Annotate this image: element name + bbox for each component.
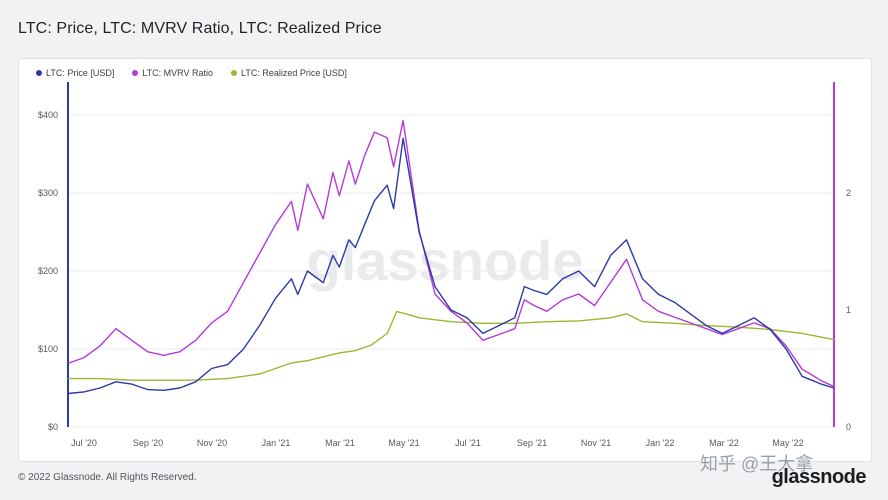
x-tick-label: Jul '21 xyxy=(455,438,481,448)
legend-label-mvrv: LTC: MVRV Ratio xyxy=(142,68,214,78)
x-tick-label: Sep '20 xyxy=(133,438,163,448)
x-tick-label: May '21 xyxy=(388,438,419,448)
chart-legend: LTC: Price [USD] LTC: MVRV Ratio LTC: Re… xyxy=(36,68,347,78)
x-tick-label: Mar '21 xyxy=(325,438,355,448)
legend-label-realized: LTC: Realized Price [USD] xyxy=(241,68,347,78)
x-tick-label: Sep '21 xyxy=(517,438,547,448)
legend-dot-realized xyxy=(231,70,238,76)
y-right-tick-label: 2 xyxy=(846,188,851,198)
x-tick-label: May '22 xyxy=(772,438,803,448)
y-left-tick-label: $200 xyxy=(38,266,58,276)
chart-title: LTC: Price, LTC: MVRV Ratio, LTC: Realiz… xyxy=(18,20,382,37)
y-left-tick-label: $0 xyxy=(48,422,58,432)
y-right-tick-label: 0 xyxy=(846,422,851,432)
y-right-tick-label: 1 xyxy=(846,305,851,315)
series-line-2 xyxy=(68,310,835,381)
x-tick-label: Nov '20 xyxy=(197,438,227,448)
x-tick-label: Nov '21 xyxy=(581,438,611,448)
legend-item-mvrv[interactable]: LTC: MVRV Ratio xyxy=(132,68,213,78)
series-line-1 xyxy=(67,119,835,388)
series-line-0 xyxy=(67,137,835,395)
legend-label-price: LTC: Price [USD] xyxy=(46,68,115,78)
chart-card xyxy=(18,58,872,462)
legend-dot-price xyxy=(36,70,42,76)
x-tick-label: Mar '22 xyxy=(709,438,739,448)
zhihu-watermark: 知乎 @王大拿 xyxy=(700,454,814,474)
copyright-footer: © 2022 Glassnode. All Rights Reserved. xyxy=(18,472,197,483)
glassnode-logo: glassnode xyxy=(771,466,867,488)
y-left-tick-label: $400 xyxy=(38,110,58,120)
legend-item-price[interactable]: LTC: Price [USD] xyxy=(36,68,114,78)
watermark-text: glassnode xyxy=(307,229,584,292)
y-left-tick-label: $300 xyxy=(38,188,58,198)
y-left-tick-label: $100 xyxy=(38,344,58,354)
x-tick-label: Jan '22 xyxy=(646,438,675,448)
legend-dot-mvrv xyxy=(132,70,139,76)
legend-item-realized[interactable]: LTC: Realized Price [USD] xyxy=(231,68,347,78)
x-tick-label: Jul '20 xyxy=(71,438,97,448)
x-tick-label: Jan '21 xyxy=(262,438,291,448)
